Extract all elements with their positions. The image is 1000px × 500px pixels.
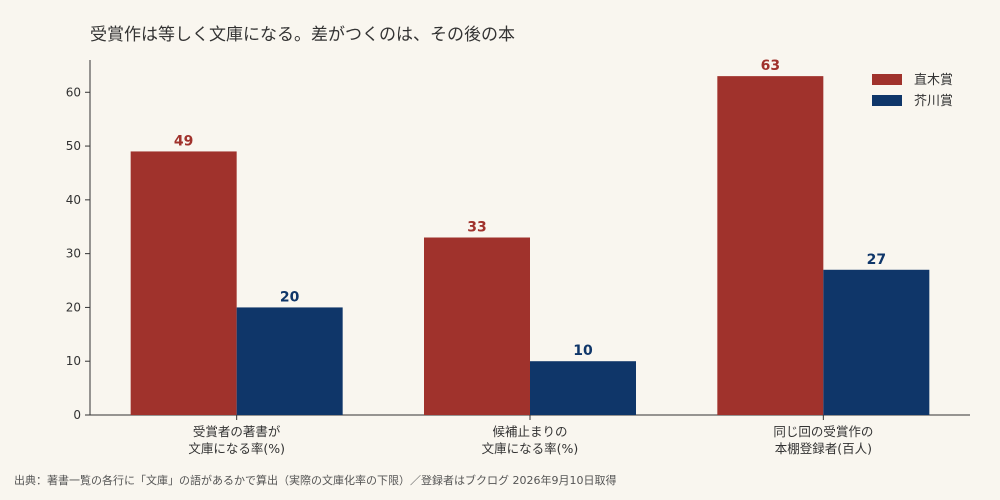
category-label: 本棚登録者(百人) (775, 441, 872, 456)
category-label: 文庫になる率(%) (188, 441, 285, 456)
y-tick-label: 0 (73, 408, 81, 422)
legend-swatch (872, 74, 902, 85)
y-axis: 0 10 20 30 40 50 60 (66, 60, 91, 422)
data-label: 27 (867, 252, 886, 268)
data-label: 10 (573, 343, 593, 359)
bar (424, 237, 530, 415)
data-label: 20 (280, 289, 300, 305)
y-tick-label: 60 (66, 85, 81, 99)
x-axis: 受賞者の著書が文庫になる率(%)候補止まりの文庫になる率(%)同じ回の受賞作の本… (90, 414, 970, 456)
category-label: 文庫になる率(%) (482, 441, 579, 456)
legend-label: 芥川賞 (914, 94, 953, 109)
category-label: 候補止まりの (492, 424, 567, 439)
data-label: 33 (467, 220, 486, 236)
bar (823, 269, 930, 415)
data-label: 49 (174, 133, 193, 149)
category-label: 受賞者の著書が (193, 424, 281, 439)
y-tick-label: 20 (66, 300, 81, 314)
chart-title: 受賞作は等しく文庫になる。差がつくのは、その後の本 (90, 25, 515, 45)
y-tick-label: 30 (66, 247, 81, 261)
category-label: 同じ回の受賞作の (773, 424, 873, 439)
bars-group: 49 20 33 10 63 27 (130, 58, 930, 416)
bar (130, 151, 237, 415)
legend-swatch (872, 95, 902, 106)
y-tick-label: 50 (66, 139, 81, 153)
bar (717, 76, 824, 416)
source-note: 出典：著書一覧の各行に「文庫」の語があるかで算出（実際の文庫化率の下限）／登録者… (14, 473, 616, 487)
bar (236, 307, 343, 415)
data-label: 63 (761, 58, 780, 74)
y-tick-label: 40 (66, 193, 81, 207)
bar (530, 361, 636, 415)
y-tick-label: 10 (66, 354, 81, 368)
legend-label: 直木賞 (914, 73, 953, 88)
